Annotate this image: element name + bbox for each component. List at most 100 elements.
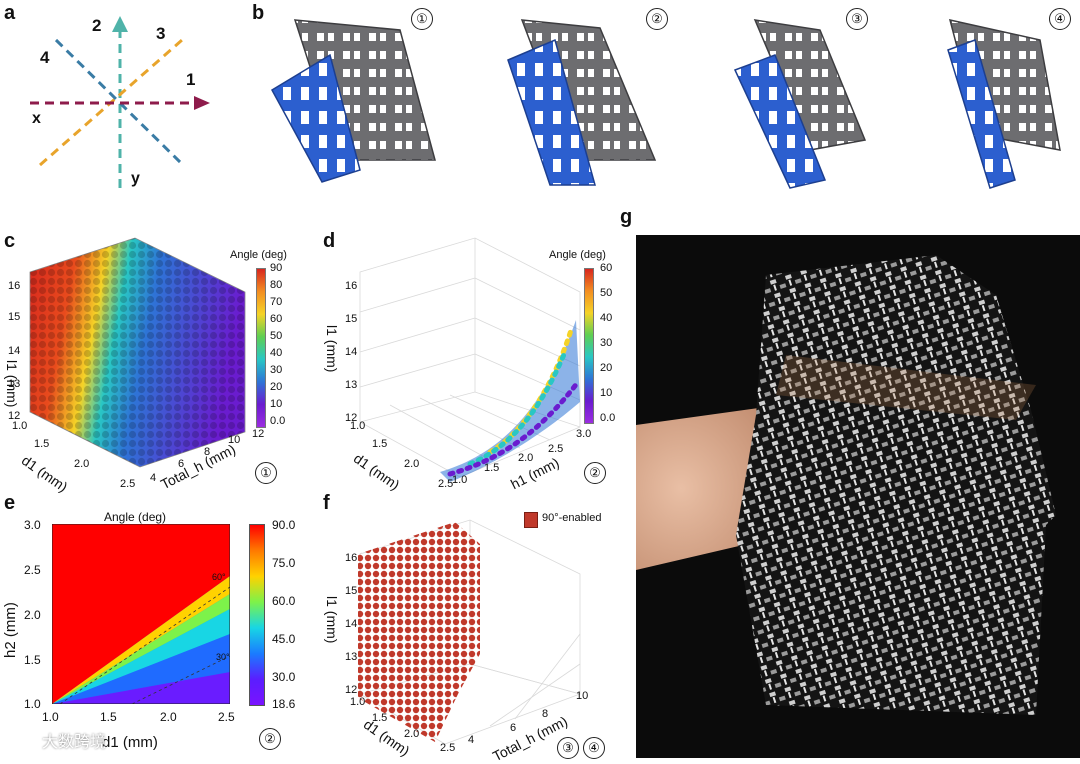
c-h-tick-8: 8 [204,446,211,458]
panel-label-c: c [4,230,16,252]
panel-label-b: b [252,2,265,24]
f-z-tick-12: 12 [345,684,358,696]
c-cb-tick-30: 30 [270,364,283,376]
c-cb-tick-50: 50 [270,330,283,342]
direction-1-label: 1 [186,70,196,89]
c-cb-tick-20: 20 [270,381,283,393]
config-marker-1: ① [411,8,433,30]
d-point-cloud [440,320,581,482]
f-h-tick-4: 4 [468,734,475,746]
f-d1-tick-4: 2.5 [440,742,456,754]
config-marker-3: ③ [846,8,868,30]
e-contour-label-30: 30° [216,652,230,662]
e-y-tick-2.5: 2.5 [24,563,41,577]
d-cb-tick-30: 30 [600,337,613,349]
c-cb-tick-60: 60 [270,313,283,325]
d-config-marker: ② [584,462,606,484]
lattice-config-3 [733,19,867,189]
f-point-cloud [358,522,480,742]
d-grid-box [359,237,581,478]
direction-4-label: 4 [40,48,50,67]
config-marker-2: ② [646,8,668,30]
d-z-tick-12: 12 [345,412,358,424]
e-x-tick-2.5: 2.5 [218,710,235,724]
direction-2-arrowhead [112,16,128,32]
e-contour-60 [59,586,230,704]
c-d1-tick-4: 2.5 [120,478,136,490]
d-d1-tick-1: 1.0 [350,420,366,432]
e-x-tick-1.0: 1.0 [42,710,59,724]
glove-photo [636,235,1080,758]
lattice-glove [736,255,1056,715]
c-z-axis-label: l1 (mm) [4,360,20,408]
c-colorbar [256,268,266,428]
c-d1-tick-3: 2.0 [74,458,90,470]
e-cb-tick-90: 90.0 [272,518,296,532]
direction-diagram [30,16,210,188]
e-y-tick-1.5: 1.5 [24,653,41,667]
c-z-tick-16: 16 [8,280,21,292]
d-h1-tick-2: 1.5 [484,462,500,474]
lattice-config-1 [270,19,436,183]
panel-label-e: e [4,492,16,514]
f-z-tick-14: 14 [345,618,358,630]
e-y-tick-3.0: 3.0 [24,518,41,532]
d-colorbar [584,268,594,424]
e-config-marker: ② [259,728,281,750]
config-marker-4: ④ [1049,8,1071,30]
d-z-tick-14: 14 [345,346,358,358]
e-cb-tick-75: 75.0 [272,556,296,570]
d-d1-tick-2: 1.5 [372,438,388,450]
e-cb-tick-45: 45.0 [272,632,296,646]
direction-1-arrowhead [194,96,210,110]
c-z-tick-14: 14 [8,345,21,357]
d-cb-tick-60: 60 [600,262,613,274]
d-h1-tick-4: 2.5 [548,443,564,455]
f-h-tick-10: 10 [576,690,589,702]
d-h1-tick-1: 1.0 [452,474,468,486]
e-contour-30 [131,655,230,704]
scatter3d-d [359,237,581,482]
d-z-tick-15: 15 [345,313,358,325]
f-legend-label: 90°-enabled [542,512,602,524]
f-h-tick-8: 8 [542,708,549,720]
panel-label-f: f [323,492,330,514]
f-config-marker-4: ④ [583,737,605,759]
c-z-tick-15: 15 [8,311,21,323]
d-cb-tick-20: 20 [600,362,613,374]
lattice-config-4 [947,19,1061,189]
e-cb-tick-60: 60.0 [272,594,296,608]
e-title: Angle (deg) [104,510,167,524]
e-x-tick-1.5: 1.5 [100,710,117,724]
c-colorbar-title: Angle (deg) [230,249,287,261]
c-cb-tick-70: 70 [270,296,283,308]
y-axis-label: y [131,170,140,187]
d-cb-tick-50: 50 [600,287,613,299]
f-config-marker-3: ③ [557,737,579,759]
watermark-text: 大数跨境 [42,734,107,751]
scatter3d-c [29,237,246,468]
e-x-tick-2.0: 2.0 [160,710,177,724]
d-z-axis-label: l1 (mm) [324,325,340,373]
f-legend-swatch [524,512,538,528]
e-colorbar [249,524,265,706]
e-contour-label-60: 60° [212,572,226,582]
f-d1-tick-3: 2.0 [404,728,420,740]
d-cb-tick-40: 40 [600,312,613,324]
scatter3d-f [358,519,581,745]
f-d1-tick-2: 1.5 [372,712,388,724]
f-z-tick-13: 13 [345,651,358,663]
c-z-tick-12: 12 [8,410,21,422]
direction-4-line [54,38,182,164]
d-z-tick-13: 13 [345,379,358,391]
direction-3-label: 3 [156,24,166,43]
c-h-tick-12: 12 [252,428,265,440]
d-cb-tick-10: 10 [600,387,613,399]
x-axis-label: x [32,110,41,127]
d-colorbar-title: Angle (deg) [549,249,606,261]
d-h1-tick-3: 2.0 [518,452,534,464]
f-z-tick-15: 15 [345,585,358,597]
glove-photo-drawing [636,235,1080,758]
panel-label-a: a [4,2,16,24]
c-cb-tick-80: 80 [270,279,283,291]
